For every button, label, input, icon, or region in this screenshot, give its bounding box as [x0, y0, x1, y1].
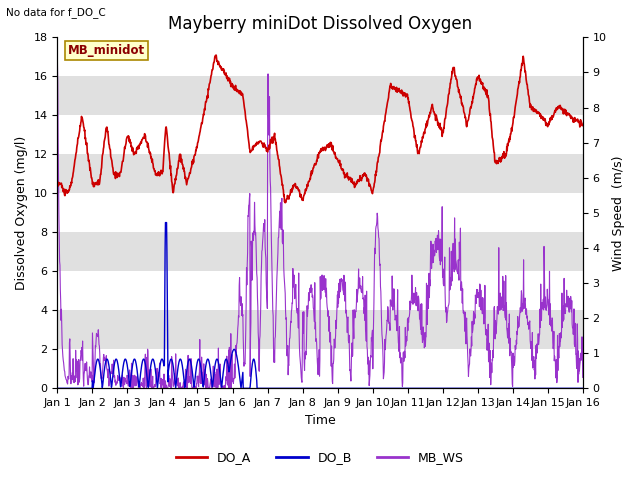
Bar — [58, 155, 583, 193]
Bar — [58, 76, 583, 115]
Text: No data for f_DO_C: No data for f_DO_C — [6, 7, 106, 18]
Bar — [58, 232, 583, 271]
Bar — [58, 311, 583, 349]
Title: Mayberry miniDot Dissolved Oxygen: Mayberry miniDot Dissolved Oxygen — [168, 15, 472, 33]
Y-axis label: Wind Speed  (m/s): Wind Speed (m/s) — [612, 155, 625, 271]
Y-axis label: Dissolved Oxygen (mg/l): Dissolved Oxygen (mg/l) — [15, 136, 28, 290]
X-axis label: Time: Time — [305, 414, 335, 427]
Text: MB_minidot: MB_minidot — [68, 44, 145, 57]
Legend: DO_A, DO_B, MB_WS: DO_A, DO_B, MB_WS — [171, 446, 469, 469]
